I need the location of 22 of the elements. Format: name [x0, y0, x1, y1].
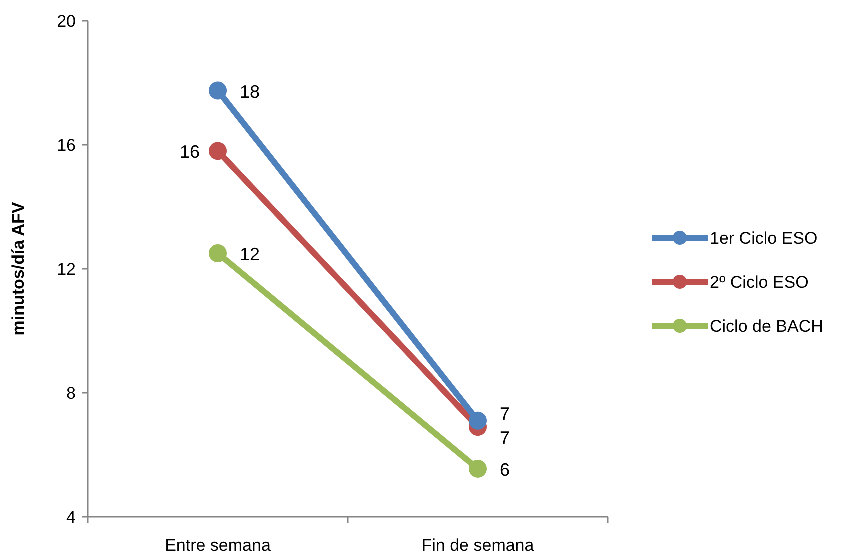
- y-tick-label: 8: [66, 384, 76, 403]
- y-tick-label: 16: [57, 136, 76, 155]
- point: [209, 82, 227, 100]
- legend-label: 2º Ciclo ESO: [710, 273, 809, 292]
- data-label: 7: [500, 428, 510, 448]
- y-tick-label: 4: [66, 508, 76, 527]
- y-tick-label: 12: [57, 260, 76, 279]
- data-label: 7: [500, 404, 510, 424]
- x-tick-label: Entre semana: [165, 536, 272, 555]
- point: [209, 244, 227, 262]
- x-tick-label: Fin de semana: [422, 536, 535, 555]
- point: [209, 142, 227, 160]
- data-label: 6: [500, 460, 510, 480]
- point: [469, 412, 487, 430]
- data-label: 18: [240, 82, 260, 102]
- y-axis-title: minutos/día AFV: [9, 202, 28, 336]
- y-tick-label: 20: [57, 12, 76, 31]
- legend-label: Ciclo de BACH: [710, 317, 824, 336]
- data-label: 12: [240, 244, 260, 264]
- legend-label: 1er Ciclo ESO: [710, 229, 818, 248]
- point: [469, 460, 487, 478]
- data-label: 16: [180, 142, 200, 162]
